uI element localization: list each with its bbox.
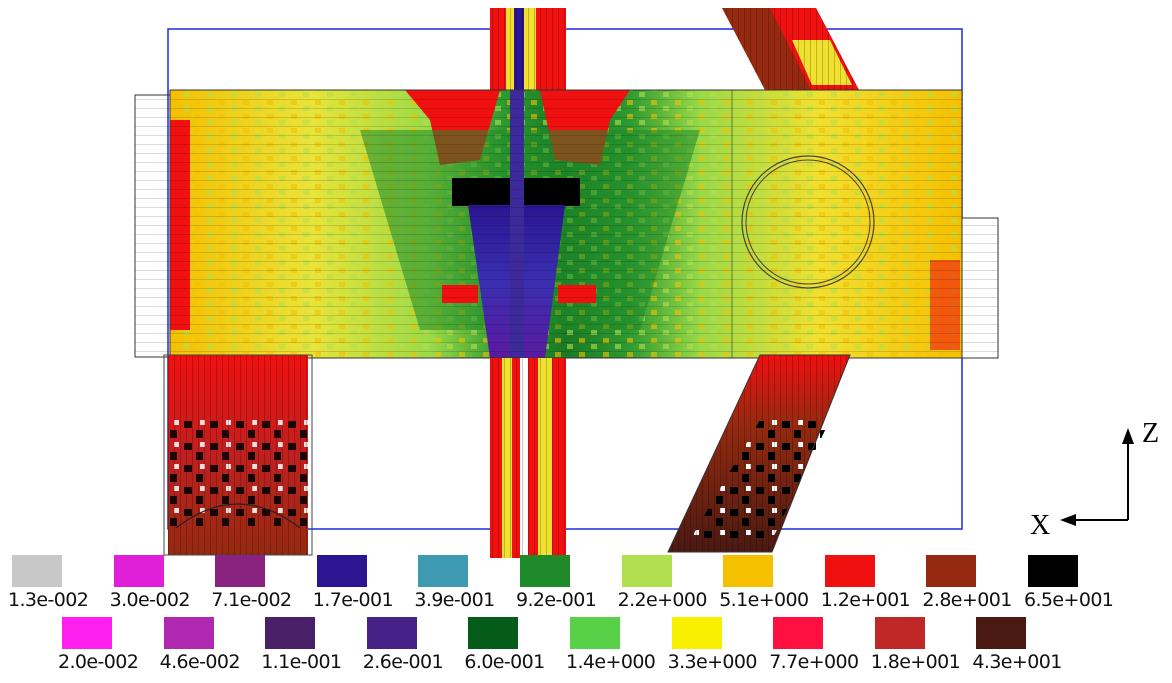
legend-label: 1.2e+001 — [820, 589, 911, 611]
legend-label: 6.0e-001 — [464, 651, 545, 673]
legend-label: 3.9e-001 — [414, 589, 495, 611]
top-pipe — [490, 8, 566, 96]
legend-swatch — [316, 555, 367, 587]
legend-swatch — [773, 617, 824, 649]
legend-swatch — [671, 617, 722, 649]
legend-label: 7.1e-002 — [211, 589, 292, 611]
vessel-body — [169, 89, 963, 359]
legend-swatch — [520, 555, 570, 587]
legend-swatch — [366, 617, 417, 649]
legend-label: 9.2e-001 — [516, 589, 597, 611]
legend-label: 2.0e-002 — [58, 651, 139, 673]
legend-swatch — [12, 555, 62, 587]
legend-label: 3.0e-002 — [109, 589, 191, 611]
dose-map-plot — [134, 8, 1134, 558]
legend-label: 1.8e+001 — [870, 651, 961, 673]
legend-label: 6.5e+001 — [1024, 589, 1114, 611]
legend-label: 1.7e-001 — [312, 589, 394, 611]
bottom-center-pipe — [490, 358, 566, 558]
legend-label: 2.2e+000 — [617, 589, 708, 611]
legend-swatch — [113, 555, 164, 587]
legend-swatch — [570, 617, 620, 649]
axes-indicator — [1060, 428, 1134, 526]
legend-label: 2.6e-001 — [362, 651, 444, 673]
legend-swatch — [1028, 555, 1078, 587]
legend-label: 1.4e+000 — [566, 651, 656, 673]
legend-swatch — [215, 555, 266, 587]
legend-swatch — [824, 555, 875, 587]
legend-label: 4.6e-002 — [159, 651, 241, 673]
right-nozzle — [959, 217, 999, 359]
legend-row-2: 2.0e-002 4.6e-002 1.1e-001 2.6e-001 6.0e-001… — [0, 612, 1172, 682]
legend-swatch — [723, 555, 774, 587]
legend-label: 1.1e-001 — [261, 651, 342, 673]
legend-label: 4.3e+001 — [972, 651, 1062, 673]
upper-diagonal-pipe — [722, 8, 860, 92]
left-end-cap — [134, 94, 176, 358]
legend-swatch — [62, 617, 112, 649]
legend-swatch — [265, 617, 316, 649]
x-axis-label: X — [1030, 510, 1051, 541]
bottom-left-pipe — [163, 354, 313, 556]
legend-label: 5.1e+000 — [719, 589, 809, 611]
legend-swatch — [163, 617, 214, 649]
legend-swatch — [418, 555, 469, 587]
z-axis-label: Z — [1142, 418, 1160, 449]
legend-label: 3.3e+000 — [667, 651, 758, 673]
legend-label: 1.3e-002 — [8, 589, 89, 611]
legend-swatch — [468, 617, 519, 649]
legend-label: 7.7e+000 — [769, 651, 859, 673]
legend-label: 2.8e+001 — [922, 589, 1012, 611]
legend-swatch — [621, 555, 672, 587]
legend-swatch — [874, 617, 925, 649]
legend-swatch — [926, 555, 977, 587]
lower-diagonal-pipe — [667, 354, 851, 553]
legend-row-1: 1.3e-002 3.0e-002 7.1e-002 1.7e-001 3.9e-001… — [0, 550, 1172, 620]
legend-swatch — [976, 617, 1027, 649]
